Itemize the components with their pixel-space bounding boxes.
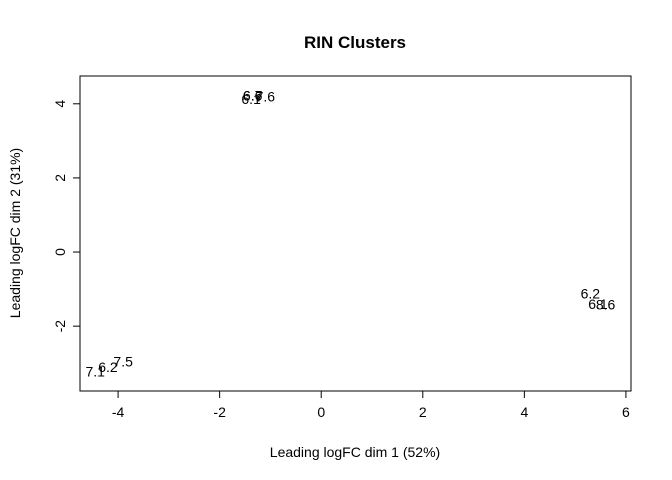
y-tick-label: 4 <box>52 100 68 108</box>
point-label: 8.6 <box>596 297 616 313</box>
x-tick-label: 6 <box>622 404 630 420</box>
point-labels: 6.66.76.17.66.26.18.67.56.27.1 <box>86 88 616 380</box>
plot-frame <box>79 75 632 392</box>
x-tick-label: 0 <box>317 404 325 420</box>
x-tick-label: 4 <box>520 404 528 420</box>
x-tick-label: -4 <box>112 404 125 420</box>
point-label: 6.2 <box>98 359 118 375</box>
y-tick-label: -2 <box>52 320 68 333</box>
point-label: 6.1 <box>241 91 261 107</box>
x-axis: -4 -2 0 2 4 6 <box>112 390 630 420</box>
point-label: 6.2 <box>581 286 601 302</box>
y-tick-label: 0 <box>52 248 68 256</box>
chart-title: RIN Clusters <box>304 33 406 52</box>
x-tick-label: 2 <box>419 404 427 420</box>
y-tick-label: 2 <box>52 174 68 182</box>
point-label: 6.1 <box>588 296 608 312</box>
x-tick-label: -2 <box>213 404 226 420</box>
point-label: 7.5 <box>113 353 133 369</box>
point-label: 6.7 <box>243 88 263 104</box>
point-label: 6.6 <box>243 88 263 104</box>
y-axis-label: Leading logFC dim 2 (31%) <box>7 148 23 318</box>
x-axis-label: Leading logFC dim 1 (52%) <box>270 444 440 460</box>
y-axis: -2 0 2 4 <box>52 100 81 333</box>
point-label: 7.6 <box>256 88 276 104</box>
point-label: 7.1 <box>86 364 106 380</box>
